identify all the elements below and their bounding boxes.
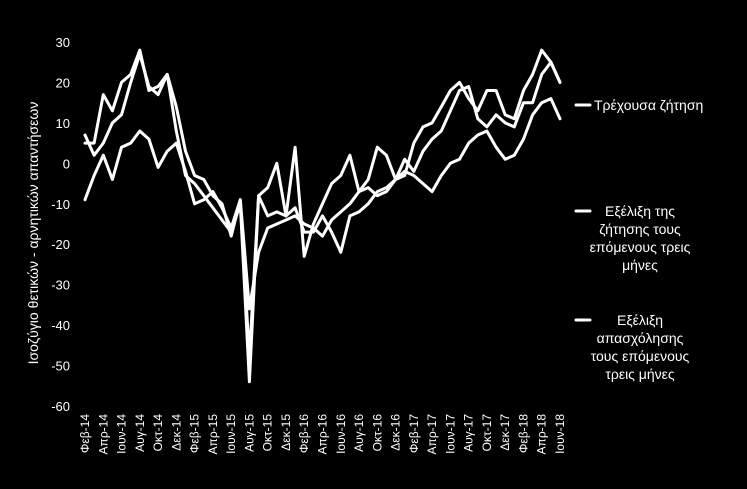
series-line-2 [83,52,562,359]
x-tick-label: Οκτ-15 [261,414,275,452]
x-tick-label: Αυγ-14 [133,414,147,452]
y-tick-label: -60 [51,399,70,414]
x-tick-label: Απρ-18 [535,414,549,455]
x-tick-label: Οκτ-17 [480,414,494,452]
x-tick-label: Ιουν-17 [443,414,457,454]
legend-label-2: Εξέλιξη της [605,203,675,219]
legend-label-2: επόμενους τρεις [590,239,691,255]
x-tick-label: Ιουν-16 [334,414,348,454]
x-tick-label: Απρ-14 [96,414,110,455]
x-tick-label: Αυγ-17 [462,414,476,452]
x-tick-label: Απρ-16 [316,414,330,455]
x-tick-label: Απρ-17 [425,414,439,455]
x-tick-label: Αυγ-15 [242,414,256,452]
x-tick-label: Ιουν-14 [115,414,129,454]
x-tick-label: Αυγ-16 [352,414,366,452]
legend-label-2: μήνες [622,257,658,273]
x-tick-label: Φεβ-18 [516,414,530,453]
x-tick-label: Φεβ-15 [188,414,202,453]
y-tick-label: 0 [63,156,70,171]
series-line-3 [83,48,562,384]
x-tick-label: Δεκ-17 [498,414,512,451]
x-tick-label: Απρ-15 [206,414,220,455]
legend-label-3: τους επόμενους [591,348,690,364]
x-tick-label: Φεβ-14 [78,414,92,453]
x-tick-label: Φεβ-17 [407,414,421,453]
y-tick-label: -10 [51,197,70,212]
y-tick-label: -40 [51,318,70,333]
x-tick-label: Δεκ-16 [389,414,403,451]
legend-label-3: απασχόλησης [597,330,684,346]
legend-label-2: ζήτησης τους [599,221,681,237]
x-axis-ticks: Φεβ-14 Απρ-14 Ιουν-14 Αυγ-14 Οκτ-14 Δεκ-14 Φεβ… [78,414,567,455]
y-tick-label: -50 [51,359,70,374]
legend-label-1: Τρέχουσα ζήτηση [594,97,703,113]
x-tick-label: Φεβ-16 [297,414,311,453]
y-tick-label: 20 [56,75,70,90]
x-tick-label: Οκτ-16 [370,414,384,452]
legend: Τρέχουσα ζήτηση Εξέλιξη της ζήτησης τους επ… [574,97,703,382]
series-line-1 [83,97,562,311]
x-tick-label: Ιουν-15 [224,414,238,454]
y-tick-label: -30 [51,278,70,293]
y-tick-label: 10 [56,116,70,131]
x-tick-label: Οκτ-14 [151,414,165,452]
x-tick-label: Δεκ-15 [279,414,293,451]
y-axis-label: Ισοζύγιο θετικών - αρνητικών απαντήσεων [25,102,41,365]
legend-label-3: τρεις μήνες [605,366,675,382]
x-tick-label: Ιουν-18 [553,414,567,454]
y-tick-label: -20 [51,237,70,252]
x-tick-label: Δεκ-14 [169,414,183,451]
y-tick-label: 30 [56,35,70,50]
legend-label-3: Εξέλιξη [617,312,663,328]
series-lines [83,48,562,384]
y-axis-ticks: 30 20 10 0 -10 -20 -30 -40 -50 -60 [51,35,70,414]
